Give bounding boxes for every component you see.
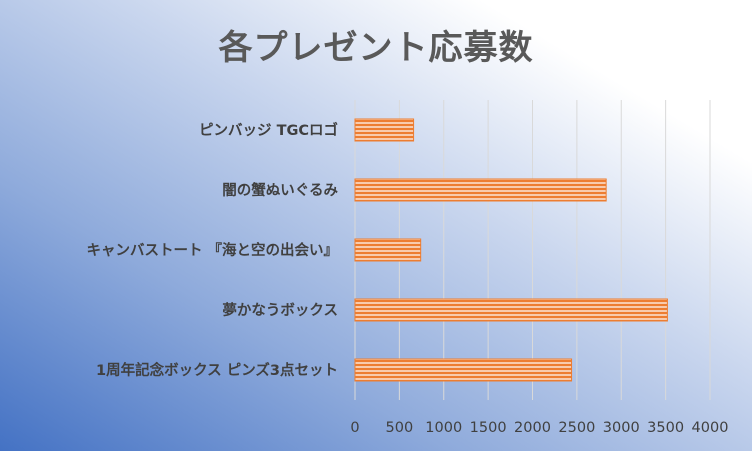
bar [354,118,415,142]
x-tick-label: 3500 [647,420,684,436]
x-tick-label: 0 [350,420,359,436]
x-tick-label: 2000 [514,420,551,436]
x-tick-label: 500 [386,420,414,436]
bar [354,298,668,322]
category-label: 夢かなうボックス [222,301,338,319]
category-label: ピンバッジ TGCロゴ [199,121,338,139]
category-label: 1周年記念ボックス ピンズ3点セット [96,361,338,379]
chart-title: 各プレゼント応募数 [218,28,534,68]
bar [354,178,607,202]
bar [354,358,573,382]
x-tick-label: 1500 [470,420,507,436]
x-tick-label: 4000 [692,420,729,436]
x-tick-label: 1000 [425,420,462,436]
bar [354,238,422,262]
x-tick-label: 2500 [558,420,595,436]
category-label: 闇の蟹ぬいぐるみ [222,181,338,199]
category-label: キャンバストート 『海と空の出会い』 [86,241,338,259]
x-tick-label: 3000 [603,420,640,436]
